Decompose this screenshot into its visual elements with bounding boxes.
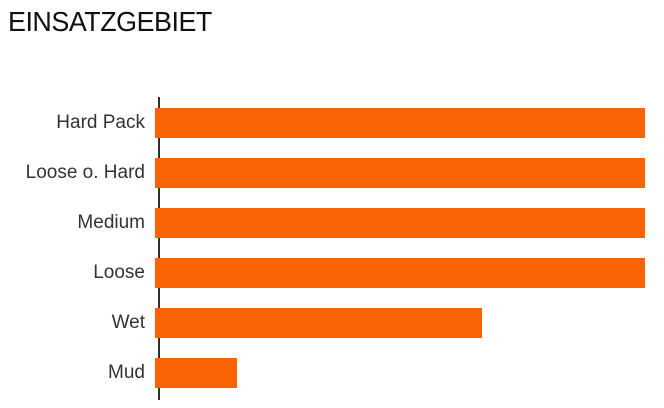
category-label: Medium xyxy=(77,212,145,233)
bar-track xyxy=(155,258,645,288)
bar xyxy=(155,258,645,288)
bar-rows: Hard Pack Loose o. Hard Medium Loose Wet Mud xyxy=(0,98,664,398)
bar-row: Hard Pack xyxy=(0,98,664,148)
bar-row: Loose o. Hard xyxy=(0,148,664,198)
bar xyxy=(155,208,645,238)
bar-track xyxy=(155,358,645,388)
bar-chart: Hard Pack Loose o. Hard Medium Loose Wet Mud xyxy=(0,97,664,400)
category-label: Wet xyxy=(111,312,145,333)
category-label: Loose xyxy=(93,262,145,283)
y-axis-line xyxy=(158,97,160,400)
category-label: Hard Pack xyxy=(56,112,145,133)
category-label: Mud xyxy=(108,362,145,383)
bar-track xyxy=(155,108,645,138)
bar xyxy=(155,158,645,188)
bar-row: Loose xyxy=(0,248,664,298)
category-label: Loose o. Hard xyxy=(25,162,145,183)
bar xyxy=(155,108,645,138)
bar-track xyxy=(155,208,645,238)
bar-track xyxy=(155,308,645,338)
chart-title: EINSATZGEBIET xyxy=(8,6,212,37)
bar-row: Wet xyxy=(0,298,664,348)
bar xyxy=(155,358,237,388)
bar-row: Mud xyxy=(0,348,664,398)
bar-row: Medium xyxy=(0,198,664,248)
bar-track xyxy=(155,158,645,188)
bar xyxy=(155,308,482,338)
